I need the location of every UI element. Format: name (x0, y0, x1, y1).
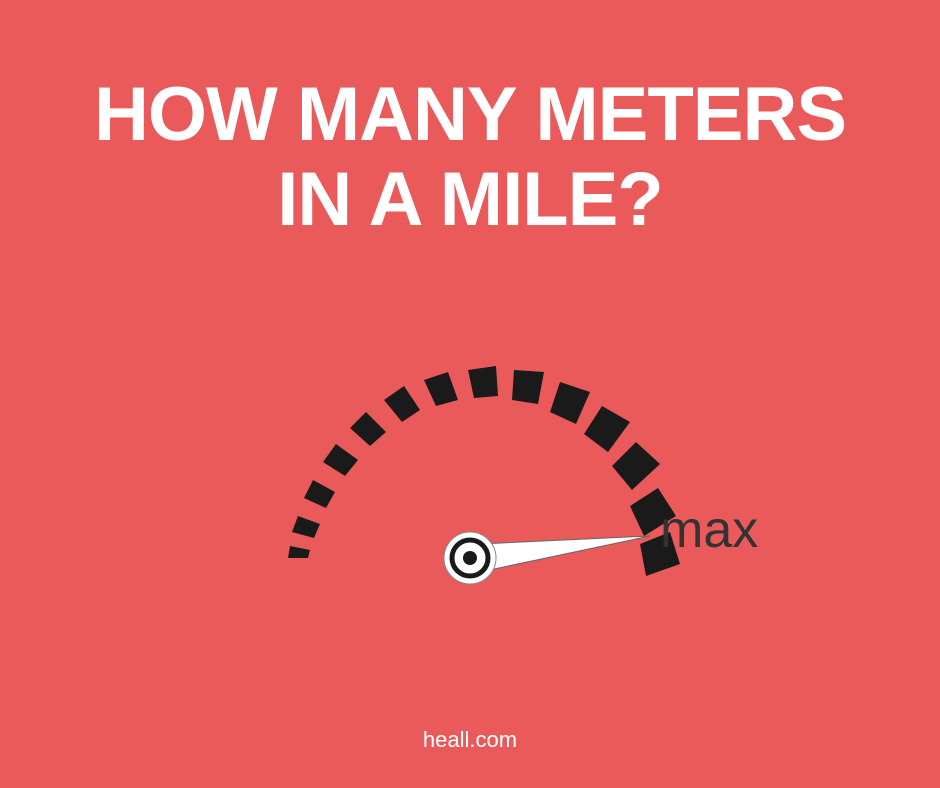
gauge-svg (220, 300, 720, 600)
gauge-hub (444, 532, 496, 584)
gauge-speedometer (220, 300, 720, 600)
gauge-needle (470, 536, 650, 572)
page-title: HOW MANY METERS IN A MILE? (0, 75, 940, 240)
footer-attribution: heall.com (0, 727, 940, 753)
title-line-1: HOW MANY METERS (0, 75, 940, 155)
gauge-max-label: max (660, 500, 758, 560)
title-line-2: IN A MILE? (0, 160, 940, 240)
